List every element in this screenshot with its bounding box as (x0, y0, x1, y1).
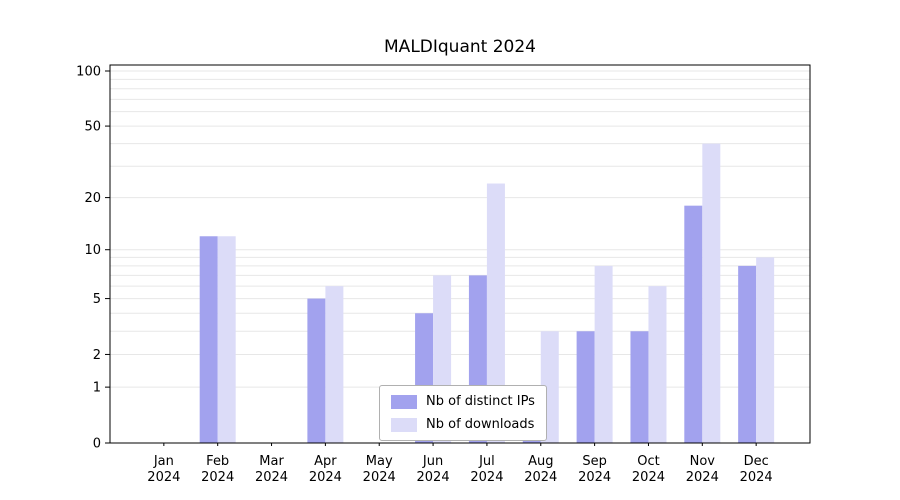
x-tick-label-month: Oct (637, 454, 659, 469)
plot-border (109, 64, 811, 444)
y-tick-label: 20 (84, 191, 101, 206)
bar-feb-downloads (217, 236, 236, 443)
bar-apr-downloads (325, 286, 344, 443)
x-tick-label-year: 2024 (417, 470, 450, 485)
x-tick-label-month: Jun (422, 454, 443, 469)
legend-item-distinct-ips: Nb of distinct IPs (391, 394, 535, 409)
x-tick-label-year: 2024 (740, 470, 773, 485)
chart-title: MALDIquant 2024 (384, 37, 536, 57)
x-tick-label-month: Dec (744, 454, 769, 469)
y-tick-label: 0 (93, 437, 101, 452)
bar-oct-downloads (648, 286, 667, 443)
bar-dec-distinct-ips (738, 265, 757, 443)
bar-oct-distinct-ips (630, 331, 649, 443)
x-tick-label-year: 2024 (363, 470, 396, 485)
x-tick-label-year: 2024 (309, 470, 342, 485)
x-tick-label-year: 2024 (578, 470, 611, 485)
y-tick-label: 5 (93, 292, 101, 307)
y-tick-label: 50 (84, 120, 101, 135)
legend-swatch-downloads (391, 417, 417, 432)
legend-item-downloads: Nb of downloads (391, 417, 535, 432)
x-tick-label-month: Nov (690, 454, 716, 469)
legend-label-distinct-ips: Nb of distinct IPs (426, 394, 535, 409)
x-tick-label-month: Jul (478, 454, 495, 469)
x-tick-label-year: 2024 (147, 470, 180, 485)
x-tick-label-month: Feb (206, 454, 229, 469)
x-tick-label-month: Apr (314, 454, 337, 469)
bar-jul-downloads (486, 183, 505, 443)
x-tick-label-month: Sep (582, 454, 607, 469)
bar-dec-downloads (756, 257, 775, 443)
x-tick-label-month: Jan (153, 454, 174, 469)
x-tick-label-year: 2024 (255, 470, 288, 485)
x-tick-label-year: 2024 (201, 470, 234, 485)
x-tick-label-year: 2024 (524, 470, 557, 485)
bar-feb-distinct-ips (199, 236, 218, 443)
bar-apr-distinct-ips (307, 298, 326, 443)
legend-swatch-distinct-ips (391, 394, 417, 409)
bar-nov-distinct-ips (684, 205, 703, 443)
y-tick-label: 100 (76, 65, 101, 80)
bar-nov-downloads (702, 143, 721, 444)
y-tick-label: 1 (93, 381, 101, 396)
y-tick-label: 2 (93, 348, 101, 363)
bar-sep-distinct-ips (576, 331, 595, 443)
bar-sep-downloads (594, 265, 613, 443)
legend: Nb of distinct IPs Nb of downloads (379, 385, 547, 441)
y-tick-label: 10 (84, 243, 101, 258)
x-tick-label-year: 2024 (632, 470, 665, 485)
x-tick-label-year: 2024 (470, 470, 503, 485)
x-tick-label-year: 2024 (686, 470, 719, 485)
x-tick-label-month: Aug (528, 454, 553, 469)
x-tick-label-month: Mar (259, 454, 284, 469)
x-tick-label-month: May (366, 454, 393, 469)
legend-label-downloads: Nb of downloads (426, 417, 535, 432)
